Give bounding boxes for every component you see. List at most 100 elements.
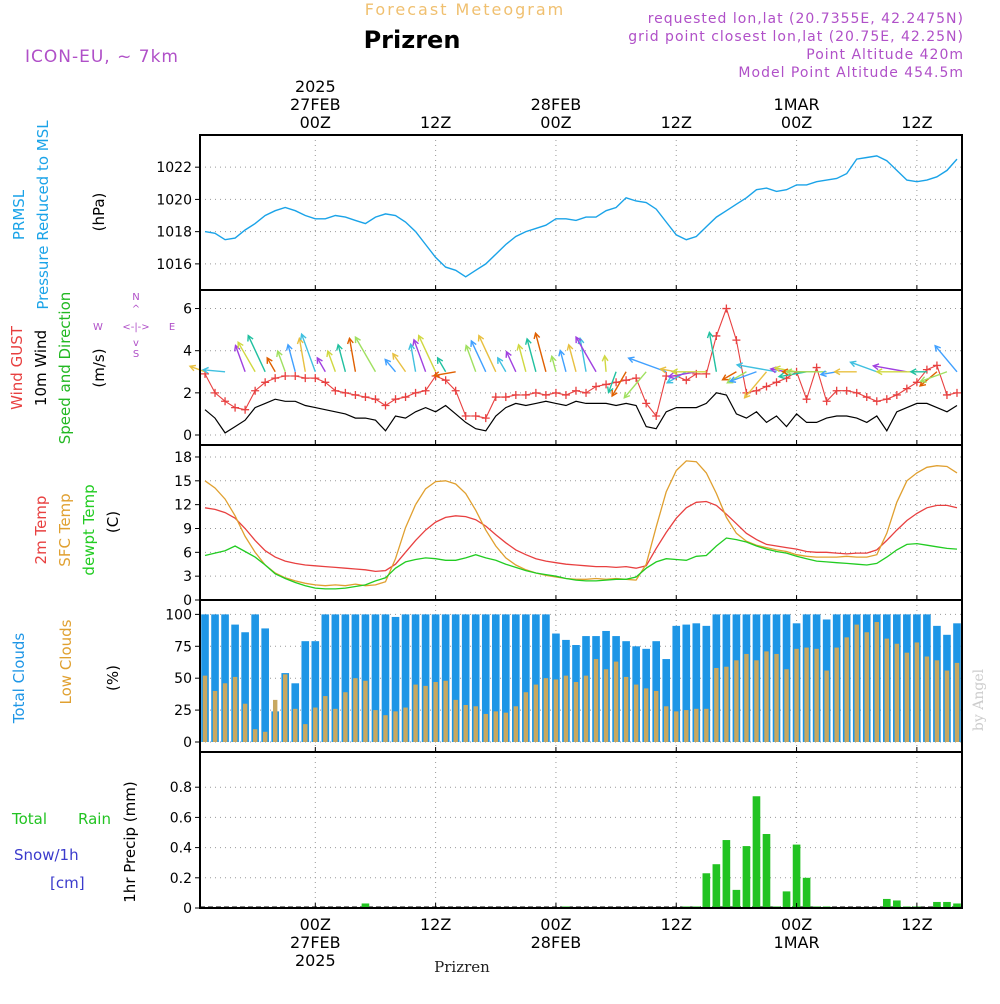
gust-marker: [221, 397, 230, 406]
gust-marker: [361, 393, 370, 402]
low-cloud-bar: [664, 706, 669, 742]
total-cloud-bar: [411, 614, 420, 742]
model-label: ICON-EU, ~ 7km: [25, 47, 179, 67]
pressure-labels: PRMSL Pressure Reduced to MSL (hPa): [10, 120, 108, 310]
wind-direction-arrow: [465, 345, 477, 373]
precip-labels: Total Rain Snow/1h [cm] 1hr Precip (mm): [11, 781, 139, 902]
low-cloud-bar: [283, 674, 288, 742]
low-cloud-bar: [814, 648, 819, 742]
ytick-label-2: 15: [174, 474, 192, 490]
wind-arrow-head: [505, 350, 512, 358]
wind-direction-arrow: [668, 371, 697, 378]
low-cloud-bar: [503, 712, 509, 742]
total-cloud-bar: [371, 614, 380, 742]
gust-marker: [421, 386, 430, 395]
gust-line: [204, 306, 958, 419]
gust-marker: [682, 376, 691, 385]
requested-coords: requested lon,lat (20.7355E, 42.2475N): [648, 11, 964, 27]
wind-arrow-head: [623, 391, 631, 399]
wind-arrow-head: [477, 334, 485, 342]
gust-marker: [521, 390, 530, 399]
wind-arrow-head: [728, 376, 737, 383]
ytick-label-3: 50: [174, 671, 192, 687]
low-cloud-bar: [643, 688, 649, 742]
total-cloud-bar: [251, 614, 259, 742]
low-cloud-bar: [613, 661, 619, 742]
rain-bar: [882, 898, 891, 908]
wind-direction-arrow: [517, 344, 527, 372]
gust-label: Wind GUST: [8, 325, 26, 410]
gust-marker: [932, 361, 941, 370]
wind-direction-arrow: [433, 371, 456, 377]
gust-marker: [712, 331, 721, 340]
low-cloud-bar: [944, 670, 950, 742]
wind-direction-arrow: [873, 365, 907, 373]
ytick-label-2: 6: [183, 545, 192, 561]
total-cloud-bar: [692, 623, 701, 742]
wind-arrow-head: [773, 365, 781, 373]
gust-marker: [281, 371, 290, 380]
total-cloud-bar: [431, 614, 440, 742]
wind10m-line: [204, 392, 958, 434]
pressure-unit: (hPa): [90, 193, 108, 232]
wind-arrow-head: [417, 334, 424, 342]
wind-direction-arrow: [920, 371, 948, 383]
low-cloud-bar: [433, 682, 438, 742]
compass-vbar-2: v: [133, 338, 139, 349]
frame-layer: [195, 134, 963, 909]
wind-arrow-head: [743, 391, 751, 399]
wind-direction-arrow: [298, 338, 306, 372]
low-cloud-bar: [653, 690, 659, 742]
wind-arrow-head: [627, 356, 635, 364]
total-cloud-bar: [341, 614, 350, 742]
sfc-temp-line: [204, 460, 958, 587]
total-cloud-bar: [682, 624, 691, 742]
ytick-label-3: 0: [183, 735, 192, 751]
gust-marker: [441, 376, 450, 385]
ytick-label-4: 0: [183, 901, 192, 917]
wind-direction-arrow: [722, 371, 737, 381]
low-cloud-bar: [262, 731, 268, 742]
low-cloud-bar: [303, 724, 308, 742]
wind-arrow-head: [412, 338, 419, 346]
direction-label: Speed and Direction: [56, 292, 74, 445]
clouds-unit: (%): [104, 665, 122, 691]
low-cloud-bar: [734, 660, 739, 742]
ytick-label-4: 0.6: [170, 810, 192, 826]
wind-arrow-head: [470, 339, 477, 347]
wind-arrow-head: [392, 352, 399, 360]
wind-direction-arrow: [628, 357, 667, 373]
low-cloud-bar: [593, 659, 599, 742]
wind-arrow-head: [919, 376, 927, 383]
wind-direction-arrow: [575, 336, 597, 373]
low-cloud-bar: [493, 711, 498, 742]
low-cloud-bar: [563, 675, 569, 742]
wind-direction-arrow: [778, 371, 807, 378]
bottom-axis-time: 00Z: [540, 915, 571, 934]
low-cloud-bar: [293, 708, 298, 742]
total-cloud-bar: [532, 614, 540, 742]
dewpt-line: [204, 537, 958, 590]
wind-direction-arrow: [623, 371, 647, 399]
prmsl-desc-label: Pressure Reduced to MSL: [34, 120, 52, 310]
low-cloud-bar: [874, 622, 879, 742]
gust-marker: [411, 388, 420, 397]
bottom-axis-time: 12Z: [901, 915, 932, 934]
gust-marker: [251, 386, 260, 395]
gust-marker: [241, 405, 250, 414]
wind-arrow-head: [285, 343, 293, 351]
bottom-axis-year: 2025: [295, 951, 336, 970]
gust-marker: [511, 390, 520, 399]
ytick-label-2: 9: [183, 521, 192, 537]
wind-arrow-head: [533, 331, 541, 340]
low-cloud-bar: [854, 624, 859, 742]
total-clouds-label: Total Clouds: [10, 633, 28, 725]
total-cloud-bar: [441, 614, 450, 742]
wind-arrow-head: [464, 344, 472, 352]
gust-marker: [551, 388, 560, 397]
low-cloud-bar: [483, 713, 488, 742]
wind-arrow-head: [849, 360, 857, 368]
rain-bar: [782, 891, 791, 908]
wind-unit: (m/s): [90, 348, 108, 387]
